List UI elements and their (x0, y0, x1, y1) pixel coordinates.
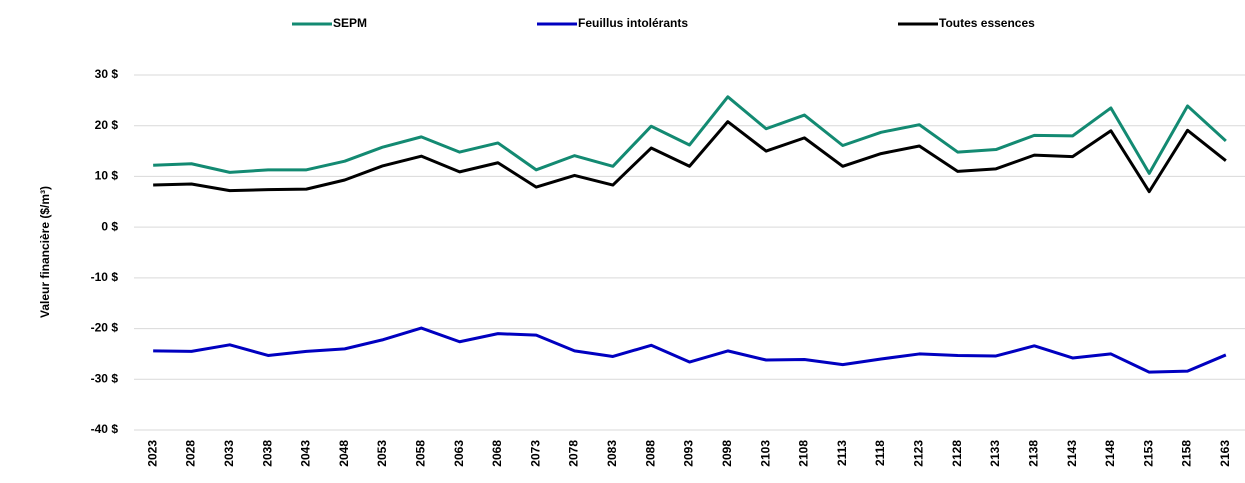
x-tick-label: 2043 (299, 440, 313, 467)
y-axis-label: Valeur financière ($/m³) (38, 186, 52, 318)
y-tick-label: -20 $ (91, 321, 119, 335)
x-tick-label: 2118 (873, 440, 887, 466)
x-tick-label: 2133 (988, 440, 1002, 467)
legend-label: SEPM (333, 16, 367, 30)
x-tick-label: 2083 (605, 440, 619, 467)
x-tick-label: 2088 (643, 440, 657, 467)
legend-label: Feuillus intolérants (578, 16, 688, 30)
x-tick-label: 2103 (758, 440, 772, 467)
x-tick-label: 2033 (222, 440, 236, 467)
x-tick-label: 2123 (912, 440, 926, 467)
x-tick-label: 2158 (1180, 440, 1194, 467)
y-tick-label: -30 $ (91, 371, 119, 385)
x-tick-label: 2028 (184, 440, 198, 467)
y-tick-label: -40 $ (91, 422, 119, 436)
x-tick-label: 2068 (490, 440, 504, 467)
x-tick-label: 2048 (337, 440, 351, 467)
x-tick-label: 2128 (950, 440, 964, 467)
x-tick-label: 2113 (835, 440, 849, 466)
legend-label: Toutes essences (939, 16, 1035, 30)
series-line (153, 120, 1227, 194)
series-line (153, 95, 1227, 175)
y-tick-label: 20 $ (95, 118, 119, 132)
x-tick-label: 2108 (797, 440, 811, 467)
x-tick-label: 2163 (1218, 440, 1232, 467)
x-tick-label: 2143 (1065, 440, 1079, 467)
x-tick-label: 2098 (720, 440, 734, 467)
y-tick-label: -10 $ (91, 270, 119, 284)
y-tick-label: 10 $ (95, 169, 119, 183)
y-tick-label: 30 $ (95, 67, 119, 81)
x-tick-label: 2058 (413, 440, 427, 467)
x-tick-label: 2038 (260, 440, 274, 467)
y-tick-label: 0 $ (101, 219, 118, 233)
x-tick-label: 2063 (452, 440, 466, 467)
x-tick-label: 2023 (145, 440, 159, 467)
x-tick-label: 2093 (682, 440, 696, 467)
x-tick-label: 2053 (375, 440, 389, 467)
x-tick-label: 2148 (1103, 440, 1117, 467)
x-tick-label: 2073 (528, 440, 542, 467)
series-line (153, 326, 1227, 374)
x-tick-label: 2153 (1141, 440, 1155, 467)
x-tick-label: 2078 (567, 440, 581, 467)
x-tick-label: 2138 (1026, 440, 1040, 467)
